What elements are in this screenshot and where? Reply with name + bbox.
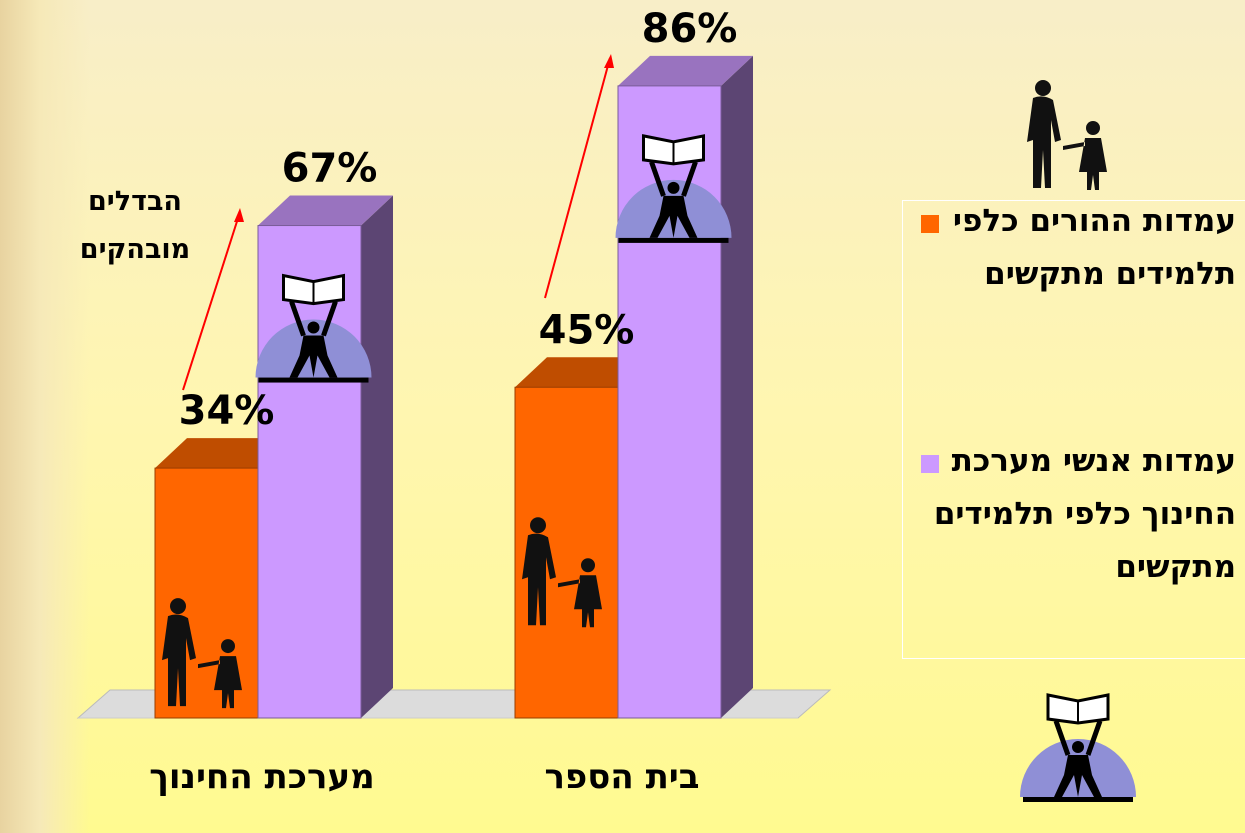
- legend-icon: [1020, 695, 1136, 802]
- value-label: 86%: [642, 6, 738, 52]
- legend-icon: [1027, 80, 1107, 190]
- value-label: 67%: [282, 146, 378, 192]
- bar-side: [361, 196, 393, 718]
- value-label: 45%: [539, 307, 635, 353]
- bar-group: [256, 196, 394, 718]
- bar-side: [721, 56, 753, 718]
- bar-group: [616, 56, 754, 718]
- bars: [155, 56, 753, 718]
- arrowhead: [234, 208, 244, 222]
- arrow: [545, 58, 610, 298]
- legend-label: עמדות ההורים כלפי תלמידים מתקשים: [916, 195, 1236, 301]
- legend-label: עמדות אנשי מערכת החינוך כלפי תלמידים מתק…: [916, 435, 1236, 594]
- x-tick-label: בית הספר: [544, 757, 699, 797]
- slide: מערכת החינוך 34% 67% בית הספר 45% 86% הבדלים …: [0, 0, 1245, 833]
- annotation: הבדלים מובהקים: [40, 178, 230, 274]
- legend: עמדות ההורים כלפי תלמידים מתקשים עמדות א…: [902, 200, 1245, 659]
- arrowhead: [604, 54, 614, 68]
- x-tick-label: מערכת החינוך: [149, 757, 374, 797]
- value-label: 34%: [179, 388, 275, 434]
